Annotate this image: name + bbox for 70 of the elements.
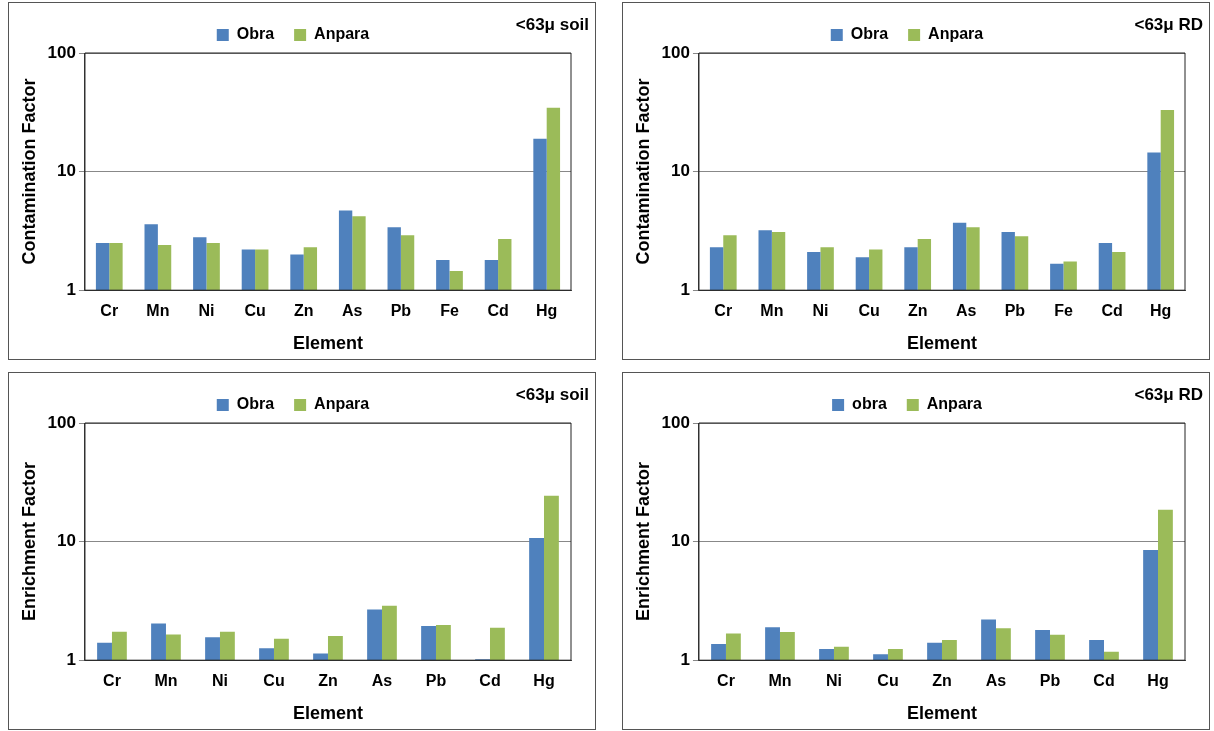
y-tick-label: 10	[57, 161, 76, 181]
x-tick-label: Cr	[714, 302, 733, 320]
x-tick-label: Cr	[100, 302, 119, 320]
y-tick-label: 1	[66, 279, 76, 299]
x-tick-label: Hg	[536, 302, 558, 320]
y-tick-label: 10	[671, 531, 690, 551]
legend-label: Anpara	[926, 395, 982, 413]
x-tick-label: Cu	[858, 302, 880, 320]
x-tick-label: Cd	[1093, 672, 1115, 690]
y-axis-title: Contamination Factor	[632, 78, 653, 265]
legend-label: Anpara	[928, 25, 984, 43]
y-tick-label: 1	[680, 649, 690, 669]
y-tick-label: 10	[57, 531, 76, 551]
y-axis-title: Enrichment Factor	[632, 462, 653, 622]
x-tick-label: Fe	[1054, 302, 1073, 320]
x-tick-label: Fe	[440, 302, 459, 320]
x-tick-label: Zn	[293, 302, 314, 320]
x-tick-label: As	[985, 672, 1007, 690]
x-tick-label: Zn	[907, 302, 928, 320]
y-tick-label: 100	[47, 42, 76, 62]
legend-label: Obra	[850, 25, 889, 43]
x-tick-label: Mn	[760, 302, 784, 320]
legend-label: Anpara	[314, 25, 370, 43]
x-tick-label: Mn	[768, 672, 792, 690]
x-tick-label: Ni	[198, 302, 215, 320]
x-tick-label: Ni	[211, 672, 228, 690]
legend-label: obra	[852, 395, 887, 413]
x-tick-label: Zn	[932, 672, 952, 690]
legend-label: Anpara	[314, 395, 370, 413]
text: <63μ RD	[1134, 14, 1203, 34]
x-tick-label: Mn	[146, 302, 170, 320]
y-axis-title: Enrichment Factor	[18, 462, 39, 622]
x-axis-title: Element	[906, 703, 977, 724]
x-tick-label: Cu	[244, 302, 266, 320]
y-axis-title: Contamination Factor	[18, 78, 39, 265]
y-tick-label: 100	[661, 42, 690, 62]
x-tick-label: As	[956, 302, 977, 320]
x-tick-label: As	[342, 302, 363, 320]
y-tick-label: 10	[671, 161, 690, 181]
x-axis-title: Element	[292, 333, 363, 354]
x-tick-label: Cu	[263, 672, 285, 690]
text: <63μ soil	[515, 384, 589, 404]
text: <63μ RD	[1134, 384, 1203, 404]
x-tick-label: Cd	[479, 672, 501, 690]
x-tick-label: Hg	[1150, 302, 1172, 320]
x-tick-label: Hg	[1147, 672, 1169, 690]
y-tick-label: 1	[66, 649, 76, 669]
x-tick-label: Ni	[825, 672, 842, 690]
y-tick-label: 100	[661, 412, 690, 432]
x-tick-label: Cr	[717, 672, 735, 690]
x-tick-label: Cr	[103, 672, 121, 690]
x-tick-label: Cd	[487, 302, 509, 320]
legend-label: Obra	[236, 395, 275, 413]
x-tick-label: Cu	[877, 672, 899, 690]
x-tick-label: Ni	[812, 302, 829, 320]
legend-label: Obra	[236, 25, 275, 43]
x-tick-label: Pb	[390, 302, 412, 320]
x-tick-label: Pb	[425, 672, 447, 690]
y-tick-label: 1	[680, 279, 690, 299]
x-tick-label: Pb	[1004, 302, 1026, 320]
x-axis-title: Element	[292, 703, 363, 724]
x-tick-label: Cd	[1101, 302, 1123, 320]
x-tick-label: Pb	[1039, 672, 1061, 690]
text: <63μ soil	[515, 14, 589, 34]
y-tick-label: 100	[47, 412, 76, 432]
x-tick-label: Hg	[533, 672, 555, 690]
x-tick-label: Zn	[318, 672, 338, 690]
x-tick-label: As	[371, 672, 393, 690]
x-tick-label: Mn	[154, 672, 178, 690]
x-axis-title: Element	[906, 333, 977, 354]
